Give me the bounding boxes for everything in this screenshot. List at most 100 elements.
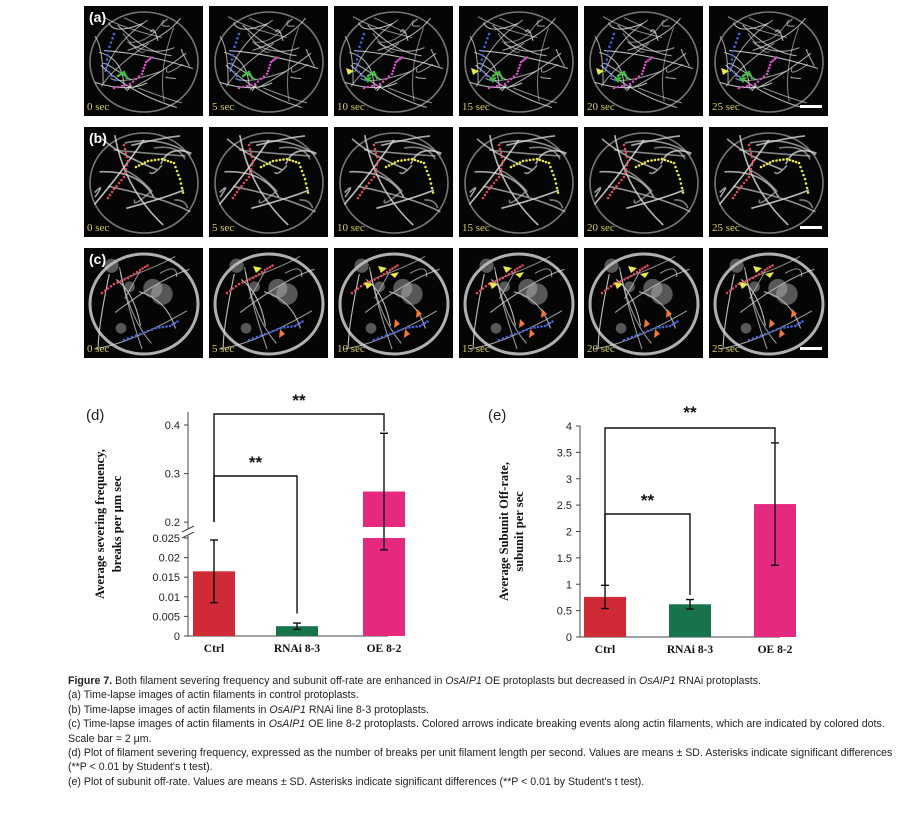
- gene-name: OsAIP1: [639, 675, 676, 687]
- gene-name: OsAIP1: [268, 718, 306, 731]
- actin-filament-image: [714, 132, 824, 234]
- time-label: 15 sec: [462, 343, 490, 355]
- y-tick-label: 0.01: [159, 592, 180, 604]
- micrograph-panel: 15 sec: [459, 127, 578, 237]
- y-tick-label: 4: [566, 421, 572, 433]
- micrograph-figure: 0 sec (a) 5 sec 10 sec 15 sec 20 sec 25 sec 0 s…: [84, 6, 828, 370]
- micrograph-panel: 25 sec: [709, 6, 828, 116]
- actin-filament-image: [714, 11, 824, 113]
- time-label: 10 sec: [337, 343, 365, 355]
- y-tick-label: 3: [566, 474, 572, 486]
- actin-filament-image: [713, 252, 825, 356]
- bar-charts: (d) Average severing frequency, breaks per…: [86, 391, 796, 656]
- actin-filament-image: [339, 11, 449, 113]
- caption-text: Both filament severing frequency and sub…: [112, 675, 446, 687]
- caption-line-a: (a) Time-lapse images of actin filaments…: [68, 689, 359, 702]
- caption-text: RNAi protoplasts.: [675, 675, 761, 687]
- time-label: 0 sec: [87, 101, 110, 113]
- actin-filament-image: [89, 132, 199, 234]
- y-tick-label: 0.5: [557, 606, 572, 618]
- figure-caption: Figure 7. Both filament severing frequen…: [68, 674, 908, 789]
- time-label: 20 sec: [587, 343, 615, 355]
- caption-text: RNAi line 8-3 protoplasts.: [305, 703, 429, 716]
- caption-line-c: (c) Time-lapse images of actin filaments…: [68, 717, 908, 746]
- micrograph-panel: 5 sec: [209, 127, 328, 237]
- panel-label: (b): [89, 130, 107, 146]
- y-tick-label: 0.015: [152, 572, 180, 584]
- y-axis-label: Average Subunit Off-rate,: [497, 462, 511, 601]
- micrograph-panel: 10 sec: [334, 127, 453, 237]
- y-tick-label: 0: [174, 631, 180, 643]
- y-tick-label: 0.3: [165, 469, 180, 481]
- bar: [363, 538, 405, 636]
- y-axis-label: breaks per μm sec: [110, 475, 124, 572]
- micrograph-panel: 10 sec: [334, 248, 453, 358]
- gene-name: OsAIP1: [269, 703, 306, 716]
- bar: [276, 626, 318, 636]
- y-tick-label: 1.5: [557, 553, 572, 565]
- time-label: 15 sec: [462, 101, 490, 113]
- y-tick-label: 0.2: [165, 517, 180, 529]
- y-tick-label: 2.5: [557, 500, 572, 512]
- micrograph-panel: 5 sec: [209, 248, 328, 358]
- scale-bar: [800, 105, 822, 108]
- time-label: 10 sec: [337, 101, 365, 113]
- y-tick-label: 0.02: [159, 553, 180, 565]
- x-tick-label: OE 8-2: [367, 643, 402, 655]
- panel-label: (d): [86, 407, 104, 424]
- actin-filament-image: [338, 252, 450, 356]
- x-tick-label: RNAi 8-3: [667, 644, 714, 656]
- micrograph-panel: 0 sec (a): [84, 6, 203, 116]
- actin-filament-image: [589, 132, 699, 234]
- time-label: 25 sec: [712, 101, 740, 113]
- x-tick-label: RNAi 8-3: [274, 643, 321, 655]
- micrograph-panel: 25 sec: [709, 127, 828, 237]
- time-label: 25 sec: [712, 343, 740, 355]
- axis-break-mark: [181, 531, 195, 539]
- actin-filament-image: [589, 11, 699, 113]
- panel-label: (c): [89, 251, 107, 267]
- panel-label: (e): [488, 407, 506, 424]
- time-label: 5 sec: [212, 101, 235, 113]
- significance-bracket: [213, 413, 385, 522]
- micrograph-panel: 5 sec: [209, 6, 328, 116]
- y-tick-label: 1: [566, 579, 572, 591]
- caption-text: OE line 8-2 protoplasts. Colored arrows …: [68, 718, 885, 745]
- y-tick-label: 0.005: [152, 611, 180, 623]
- micrograph-panel: 25 sec: [709, 248, 828, 358]
- time-label: 0 sec: [87, 222, 110, 234]
- micrograph-panel: 15 sec: [459, 6, 578, 116]
- actin-filament-image: [88, 252, 200, 356]
- time-label: 20 sec: [587, 222, 615, 234]
- caption-line-d: (d) Plot of filament severing frequency,…: [68, 747, 893, 774]
- caption-line-b: (b) Time-lapse images of actin filaments…: [68, 703, 908, 717]
- caption-text: (b) Time-lapse images of actin filaments…: [68, 703, 270, 716]
- time-label: 0 sec: [87, 343, 110, 355]
- y-tick-label: 2: [566, 527, 572, 539]
- y-tick-label: 3.5: [557, 447, 572, 459]
- micrograph-panel: 15 sec: [459, 248, 578, 358]
- y-tick-label: 0.025: [152, 533, 180, 545]
- panel-label: (a): [89, 9, 107, 25]
- y-tick-label: 0: [566, 632, 572, 644]
- caption-text: (c) Time-lapse images of actin filaments…: [68, 718, 269, 731]
- axis-break-gap: [182, 529, 194, 536]
- axis-break-mark: [181, 525, 195, 533]
- caption-heading: Figure 7. Both filament severing frequen…: [68, 674, 908, 688]
- bar: [669, 604, 711, 637]
- actin-filament-image: [89, 11, 199, 113]
- caption-text: OE protoplasts but decreased in: [481, 675, 640, 687]
- micrograph-panel: 20 sec: [584, 127, 703, 237]
- scale-bar: [800, 347, 822, 350]
- significance-label: **: [683, 403, 697, 422]
- x-tick-label: Ctrl: [595, 644, 615, 656]
- actin-filament-image: [214, 132, 324, 234]
- y-axis-label: Average severing frequency,: [93, 449, 107, 599]
- time-label: 15 sec: [462, 222, 490, 234]
- x-tick-label: OE 8-2: [758, 644, 793, 656]
- y-tick-label: 0.4: [165, 420, 180, 432]
- scale-bar: [800, 226, 822, 229]
- actin-filament-image: [464, 132, 574, 234]
- y-axis-label: subunit per sec: [512, 491, 526, 572]
- time-label: 25 sec: [712, 222, 740, 234]
